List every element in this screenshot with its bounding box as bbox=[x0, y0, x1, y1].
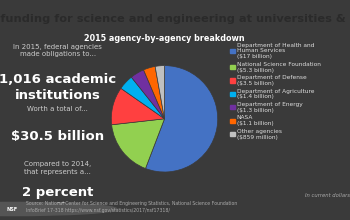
Text: Compared to 2014,
that represents a...: Compared to 2014, that represents a... bbox=[24, 161, 91, 175]
Text: 2015 agency-by-agency breakdown: 2015 agency-by-agency breakdown bbox=[84, 34, 245, 43]
Text: Worth a total of...: Worth a total of... bbox=[27, 106, 88, 112]
Circle shape bbox=[0, 202, 117, 216]
Wedge shape bbox=[131, 70, 164, 119]
Text: 1,016 academic
institutions: 1,016 academic institutions bbox=[0, 73, 116, 102]
Text: Source: National Center for Science and Engineering Statistics, National Science: Source: National Center for Science and … bbox=[26, 201, 238, 213]
Wedge shape bbox=[121, 77, 164, 119]
Wedge shape bbox=[144, 66, 164, 119]
Text: Federal funding for science and engineering at universities & colleges: Federal funding for science and engineer… bbox=[0, 14, 350, 24]
Text: 2 percent
decline: 2 percent decline bbox=[22, 185, 93, 214]
Text: $30.5 billion: $30.5 billion bbox=[11, 130, 104, 143]
Wedge shape bbox=[112, 119, 164, 169]
Wedge shape bbox=[155, 66, 164, 119]
Text: NSF: NSF bbox=[6, 207, 18, 211]
Wedge shape bbox=[111, 88, 164, 125]
Wedge shape bbox=[146, 66, 218, 172]
Text: In current dollars: In current dollars bbox=[305, 193, 350, 198]
Legend: Department of Health and
Human Services
($17 billion), National Science Foundati: Department of Health and Human Services … bbox=[230, 42, 320, 140]
Text: In 2015, federal agencies
made obligations to...: In 2015, federal agencies made obligatio… bbox=[13, 44, 102, 57]
